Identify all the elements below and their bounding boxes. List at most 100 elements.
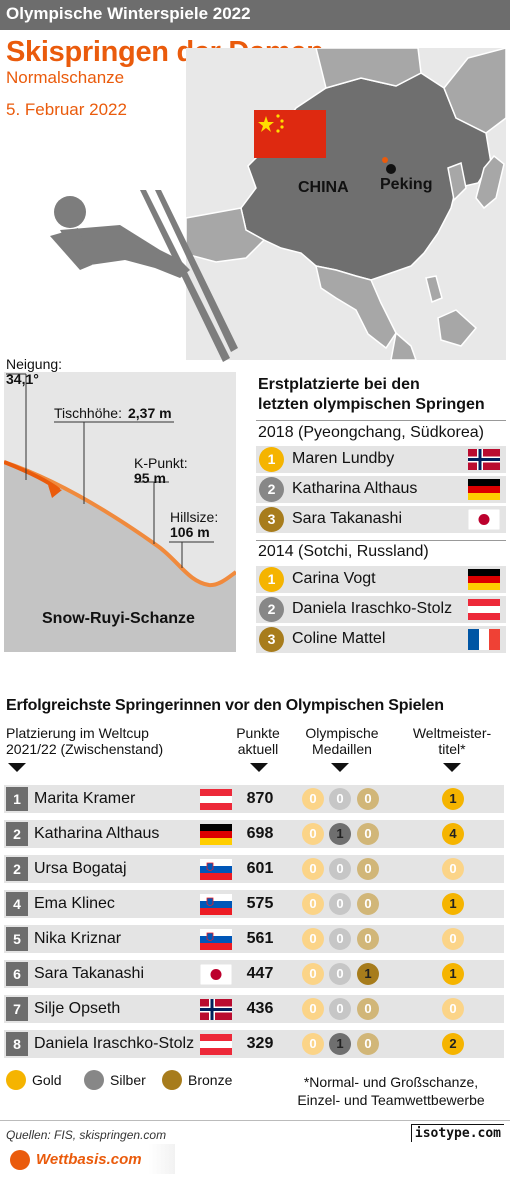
gold-medal-icon: 0 — [302, 893, 324, 915]
points-value: 561 — [246, 930, 274, 947]
germany-flag-icon — [468, 569, 500, 590]
col-platz-1: Platzierung im Weltcup — [6, 725, 149, 741]
ranking-row: 6 Sara Takanashi 447 0 0 1 1 — [4, 960, 504, 988]
norway-flag-icon — [468, 449, 500, 470]
col-wm-2: titel* — [438, 741, 466, 757]
norway-flag-icon — [200, 999, 232, 1020]
wm-titles-icon: 2 — [442, 1033, 464, 1055]
winner-name: Sara Takanashi — [292, 510, 402, 527]
silver-medal-icon: 2 — [259, 477, 284, 502]
winner-row: 2 Daniela Iraschko-Stolz — [256, 596, 506, 623]
neigung-value: 34,1° — [6, 371, 39, 387]
ski-jumper-silhouette — [50, 190, 238, 362]
slovenia-flag-icon — [200, 929, 232, 950]
source-note: Quellen: FIS, skispringen.com — [6, 1128, 167, 1142]
gold-medal-icon: 1 — [259, 447, 284, 472]
winner-name: Daniela Iraschko-Stolz — [292, 600, 453, 617]
winners-year-2014: 2014 (Sotchi, Russland) — [258, 543, 429, 560]
bronze-medal-icon: 0 — [357, 858, 379, 880]
city-label: Peking — [380, 176, 433, 193]
gold-medal-icon: 0 — [302, 823, 324, 845]
rank-number: 4 — [6, 892, 28, 916]
silver-legend-icon — [84, 1070, 104, 1090]
wm-titles-icon: 1 — [442, 788, 464, 810]
gold-legend-icon — [6, 1070, 26, 1090]
silver-medal-icon: 0 — [329, 963, 351, 985]
winners-divider — [256, 540, 506, 541]
legend-silver: Silber — [110, 1072, 146, 1088]
bronze-medal-icon: 0 — [357, 823, 379, 845]
col-wm-1: Weltmeister- — [412, 725, 492, 741]
footnote: *Normal- und Großschanze, Einzel- und Te… — [286, 1073, 496, 1109]
kpunkt-label: K-Punkt: — [134, 455, 188, 471]
winners-heading-2: letzten olympischen Springen — [258, 396, 485, 413]
footnote-line-1: *Normal- und Großschanze, — [303, 1074, 479, 1090]
kpunkt-value: 95 m — [134, 470, 166, 486]
gold-medal-icon: 0 — [302, 928, 324, 950]
rank-number: 2 — [6, 822, 28, 846]
winner-name: Coline Mattel — [292, 630, 386, 647]
ranking-row: 4 Ema Klinec 575 0 0 0 1 — [4, 890, 504, 918]
credit-label: isotype.com — [410, 1124, 504, 1142]
athlete-name: Katharina Althaus — [34, 825, 160, 842]
gold-medal-icon: 0 — [302, 1033, 324, 1055]
ranking-row: 7 Silje Opseth 436 0 0 0 0 — [4, 995, 504, 1023]
winner-row: 3 Sara Takanashi — [256, 506, 506, 533]
austria-flag-icon — [468, 599, 500, 620]
hill-name: Snow-Ruyi-Schanze — [42, 610, 195, 627]
footer-divider — [0, 1120, 510, 1121]
points-value: 329 — [246, 1035, 274, 1052]
ranking-heading: Erfolgreichste Springerinnen vor den Oly… — [6, 697, 444, 714]
japan-flag-icon — [200, 964, 232, 985]
china-flag-icon — [254, 110, 326, 158]
points-value: 870 — [246, 790, 274, 807]
athlete-name: Sara Takanashi — [34, 965, 144, 982]
col-punkte-2: aktuell — [237, 741, 279, 757]
rank-number: 1 — [6, 787, 28, 811]
austria-flag-icon — [200, 789, 232, 810]
winners-divider — [256, 420, 506, 421]
tisch-value: 2,37 m — [128, 405, 172, 421]
brand-name: Wettbasis.com — [36, 1151, 142, 1168]
gold-medal-icon: 0 — [302, 998, 324, 1020]
country-label: CHINA — [298, 179, 349, 196]
france-flag-icon — [468, 629, 500, 650]
bronze-medal-icon: 0 — [357, 998, 379, 1020]
slovenia-flag-icon — [200, 859, 232, 880]
points-value: 575 — [246, 895, 274, 912]
wm-titles-icon: 4 — [442, 823, 464, 845]
athlete-name: Silje Opseth — [34, 1000, 121, 1017]
bronze-medal-icon: 1 — [357, 963, 379, 985]
winner-name: Carina Vogt — [292, 570, 376, 587]
athlete-name: Ursa Bogataj — [34, 860, 127, 877]
bronze-medal-icon: 3 — [259, 507, 284, 532]
event-date: 5. Februar 2022 — [6, 100, 127, 119]
germany-flag-icon — [200, 824, 232, 845]
points-value: 698 — [246, 825, 274, 842]
col-punkte: Punkte aktuell — [220, 725, 296, 757]
hillsize-value: 106 m — [170, 524, 210, 540]
bronze-medal-icon: 0 — [357, 1033, 379, 1055]
rank-number: 6 — [6, 962, 28, 986]
sort-arrow-icon — [331, 763, 349, 772]
col-medaillen-2: Medaillen — [312, 741, 372, 757]
ranking-row: 2 Katharina Althaus 698 0 1 0 4 — [4, 820, 504, 848]
bronze-medal-icon: 0 — [357, 788, 379, 810]
sort-arrow-icon — [250, 763, 268, 772]
gold-medal-icon: 0 — [302, 788, 324, 810]
winners-heading-1: Erstplatzierte bei den — [258, 376, 420, 393]
rank-number: 8 — [6, 1032, 28, 1056]
silver-medal-icon: 0 — [329, 858, 351, 880]
points-value: 601 — [246, 860, 274, 877]
ranking-row: 8 Daniela Iraschko-Stolz 329 0 1 0 2 — [4, 1030, 504, 1058]
slovenia-flag-icon — [200, 894, 232, 915]
winner-row: 3 Coline Mattel — [256, 626, 506, 653]
footnote-line-2: Einzel- und Teamwettbewerbe — [297, 1092, 485, 1108]
wm-titles-icon: 0 — [442, 858, 464, 880]
austria-flag-icon — [200, 1034, 232, 1055]
hill-profile — [4, 373, 236, 652]
wm-titles-icon: 1 — [442, 963, 464, 985]
gold-medal-icon: 1 — [259, 567, 284, 592]
silver-medal-icon: 1 — [329, 823, 351, 845]
brand-logo-icon — [10, 1150, 30, 1170]
